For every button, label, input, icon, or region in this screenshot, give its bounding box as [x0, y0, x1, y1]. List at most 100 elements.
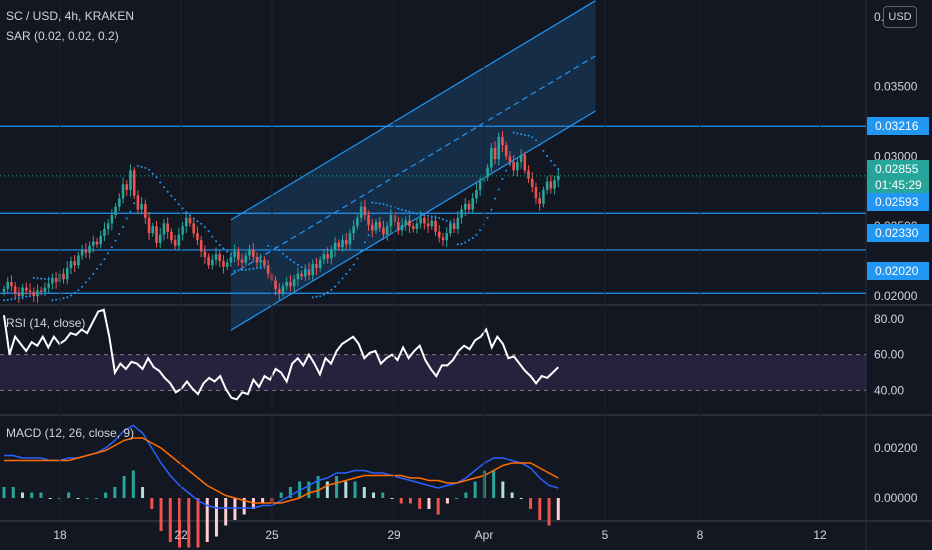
last-price-label: 0.02855 01:45:29: [867, 160, 929, 194]
candle-body: [244, 255, 248, 263]
sar-dot: [278, 249, 281, 252]
candle-body: [118, 198, 121, 207]
macd-histogram-bar: [279, 492, 283, 498]
sar-dot: [505, 169, 508, 172]
candle-body: [501, 136, 504, 146]
macd-histogram-bar: [362, 487, 366, 498]
sar-dot: [25, 295, 28, 298]
sar-dot: [449, 221, 452, 224]
sar-dot: [408, 210, 411, 213]
candle-body: [199, 240, 203, 252]
macd-histogram-bar: [159, 498, 163, 531]
macd-histogram-bar: [57, 498, 61, 499]
candle-body: [370, 224, 374, 231]
time-tick-label: 8: [697, 528, 704, 542]
sar-dot: [460, 242, 463, 245]
candle-body: [437, 231, 441, 238]
sar-dot: [81, 285, 84, 288]
candle-body: [382, 227, 385, 235]
candle-body: [460, 209, 463, 218]
sar-dot: [375, 202, 377, 205]
candle-body: [463, 203, 467, 210]
sar-dot: [367, 234, 370, 237]
sar-dot: [471, 236, 474, 239]
candle-body: [493, 148, 497, 160]
sar-dot: [282, 252, 284, 255]
macd-histogram-bar: [205, 498, 209, 542]
sar-dot: [122, 225, 125, 228]
rsi-indicator-label[interactable]: RSI (14, close): [6, 316, 86, 330]
sar-dot: [546, 155, 549, 158]
candle-body: [356, 217, 359, 227]
macd-histogram-bar: [122, 476, 126, 498]
sar-dot: [263, 265, 266, 268]
price-tick-label: 0.02000: [874, 289, 918, 303]
macd-histogram-bar: [408, 498, 412, 504]
macd-histogram-bar: [30, 492, 34, 498]
macd-indicator-label[interactable]: MACD (12, 26, close, 9): [6, 426, 135, 440]
candle-body: [530, 178, 534, 188]
sar-dot: [255, 266, 258, 269]
candle-body: [114, 206, 117, 216]
candle-body: [192, 223, 196, 234]
sar-dot: [501, 178, 504, 181]
sar-dot: [512, 131, 515, 134]
candle-body: [467, 203, 471, 210]
rsi-tick-label: 60.00: [874, 348, 904, 362]
candle-body: [378, 222, 382, 228]
sar-dot: [453, 222, 456, 225]
candle-body: [110, 215, 114, 224]
sar-dot: [159, 181, 162, 184]
sar-dot: [29, 295, 32, 298]
candle-body: [385, 226, 389, 235]
candle-body: [519, 154, 523, 162]
sar-dot: [203, 226, 206, 229]
sar-dot: [3, 299, 5, 302]
signal-line: [4, 437, 559, 504]
sar-dot: [475, 233, 478, 236]
currency-button[interactable]: USD: [883, 6, 917, 28]
candle-body: [516, 161, 519, 171]
candle-body: [39, 290, 43, 292]
candle-body: [129, 170, 132, 190]
candle-body: [292, 279, 296, 287]
candle-body: [315, 263, 318, 269]
sar-dot: [468, 239, 470, 242]
sar-dot: [21, 296, 24, 299]
sar-dot: [486, 216, 489, 219]
sar-dot: [43, 277, 46, 280]
sar-indicator-label[interactable]: SAR (0.02, 0.02, 0.2): [6, 29, 119, 43]
macd-histogram-bar: [316, 476, 320, 498]
candle-body: [218, 254, 222, 262]
candle-body: [490, 148, 493, 168]
candle-body: [155, 226, 158, 243]
macd-histogram-bar: [353, 481, 357, 498]
candle-body: [214, 254, 218, 260]
sar-dot: [304, 268, 307, 271]
sar-dot: [356, 257, 359, 260]
sar-dot: [300, 266, 303, 269]
candle-body: [43, 287, 47, 292]
candle-body: [173, 240, 177, 246]
sar-dot: [215, 240, 218, 243]
sar-dot: [523, 133, 526, 136]
candle-body: [147, 217, 151, 234]
candle-body: [545, 181, 549, 190]
sar-dot: [538, 143, 541, 146]
sar-dot: [237, 269, 240, 272]
candle-body: [62, 273, 65, 280]
candle-body: [527, 170, 530, 179]
candle-body: [475, 189, 478, 199]
price-tick-label: 0.03500: [874, 80, 918, 94]
candle-body: [419, 217, 422, 224]
rsi-tick-label: 40.00: [874, 383, 904, 397]
macd-histogram-bar: [455, 498, 459, 499]
sar-dot: [445, 219, 448, 222]
candle-body: [248, 249, 251, 256]
candle-body: [177, 234, 181, 246]
sar-dot: [51, 299, 54, 302]
time-tick-label: 18: [53, 528, 67, 542]
sar-dot: [534, 139, 537, 142]
sar-dot: [69, 294, 72, 297]
